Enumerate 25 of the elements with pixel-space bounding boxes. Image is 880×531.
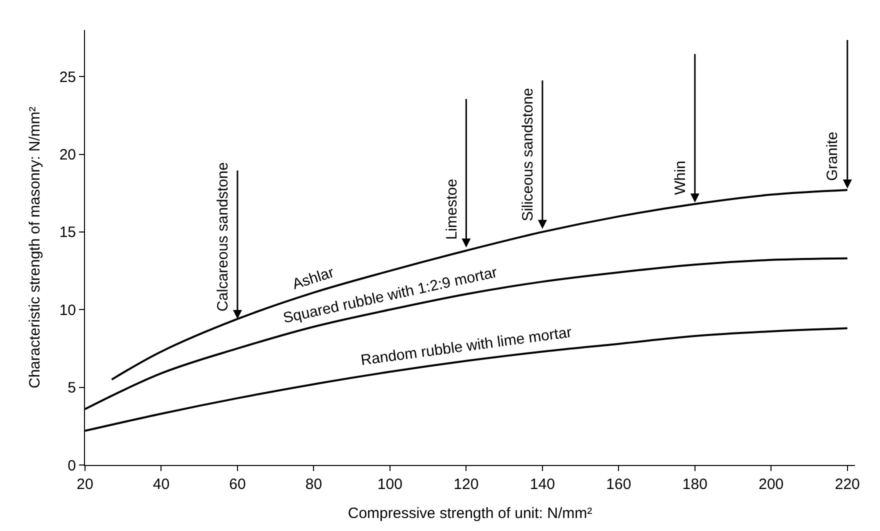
x-tick-label: 100 [377, 476, 402, 493]
y-tick-label: 5 [68, 380, 76, 397]
annotation: Granite [824, 132, 841, 181]
annotation: Siliceous sandstone [520, 88, 537, 222]
y-axis-title: Characteristic strength of masonry: N/mm² [26, 106, 44, 388]
x-tick-label: 80 [305, 476, 322, 493]
text: Ashlar [290, 264, 336, 294]
x-tick-label: 180 [682, 476, 708, 493]
annotation: Limestoe [444, 178, 461, 240]
x-tick-label: 60 [229, 476, 246, 493]
y-tick-label: 0 [68, 457, 76, 474]
x-tick-label: 40 [152, 476, 170, 493]
x-axis-title: Compressive strength of unit: N/mm² [348, 505, 592, 522]
y-tick-label: 25 [59, 68, 76, 86]
annotation: Calcareous sandstone [214, 162, 232, 312]
x-tick-label: 160 [606, 476, 632, 493]
y-tick-label: 10 [59, 302, 76, 319]
x-tick-label: 140 [530, 476, 555, 493]
x-tick-label: 220 [834, 476, 860, 493]
x-tick-label: 120 [454, 476, 479, 493]
x-tick-label: 200 [758, 476, 784, 493]
y-tick-label: 15 [59, 224, 76, 242]
text: Random rubble with lime mortar [360, 324, 573, 370]
y-tick-label: 20 [59, 146, 76, 164]
annotation: Whin [672, 160, 689, 195]
